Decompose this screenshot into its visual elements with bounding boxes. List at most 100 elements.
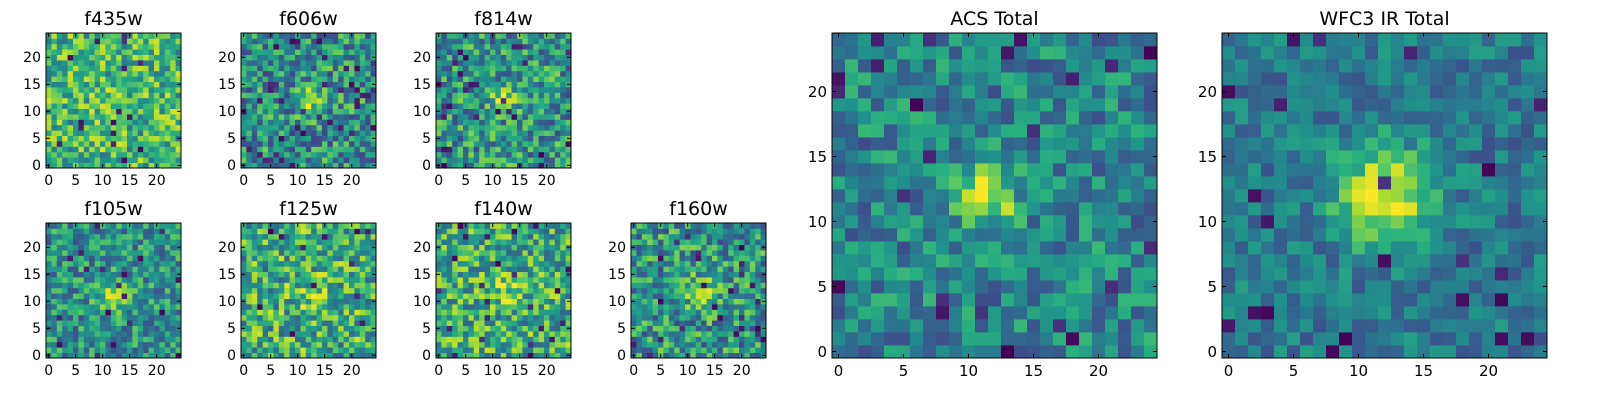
heatmap-cell: [349, 157, 355, 163]
heatmap-cell: [473, 271, 480, 278]
heatmap-cell: [490, 282, 496, 289]
heatmap-cell: [910, 306, 924, 320]
heatmap-cell: [121, 151, 128, 158]
heatmap-cell: [295, 70, 301, 77]
heatmap-cell: [712, 266, 718, 272]
heatmap-cell: [749, 341, 756, 348]
heatmap-cell: [175, 130, 182, 136]
heatmap-cell: [560, 119, 566, 126]
heatmap-cell: [522, 76, 529, 82]
heatmap-cell: [338, 65, 344, 72]
heatmap-cell: [495, 331, 502, 337]
heatmap-cell: [110, 314, 117, 321]
heatmap-cell: [517, 103, 523, 109]
heatmap-cell: [327, 260, 334, 267]
heatmap-cell: [473, 65, 480, 72]
heatmap-cell: [701, 293, 707, 299]
heatmap-cell: [370, 43, 377, 50]
heatmap-cell: [121, 260, 128, 267]
heatmap-cell: [51, 293, 58, 299]
heatmap-cell: [479, 287, 485, 294]
heatmap-cell: [760, 314, 767, 321]
heatmap-cell: [56, 65, 63, 72]
heatmap-cell: [871, 215, 885, 229]
heatmap-cell: [527, 228, 534, 235]
heatmap-cell: [343, 352, 350, 359]
heatmap-cell: [897, 202, 911, 216]
heatmap-cell: [473, 314, 480, 321]
heatmap-cell: [327, 65, 334, 72]
heatmap-cell: [436, 43, 442, 50]
heatmap-cell: [712, 304, 718, 310]
heatmap-cell: [538, 92, 545, 99]
heatmap-cell: [148, 119, 155, 126]
heatmap-cell: [663, 260, 670, 267]
heatmap-cell: [365, 320, 371, 326]
heatmap-cell: [327, 70, 334, 77]
heatmap-cell: [359, 108, 366, 115]
heatmap-cell: [51, 287, 58, 294]
heatmap-cell: [479, 49, 485, 55]
heatmap-cell: [436, 38, 442, 45]
heatmap-cell: [463, 304, 469, 310]
heatmap-cell: [365, 76, 371, 82]
heatmap-cell: [284, 298, 290, 305]
heatmap-cell: [148, 266, 155, 272]
heatmap-cell: [295, 239, 301, 245]
heatmap-cell: [685, 282, 691, 289]
heatmap-cell: [268, 277, 274, 283]
heatmap-cell: [354, 309, 361, 316]
heatmap-cell: [490, 255, 496, 262]
heatmap-cell: [679, 266, 686, 272]
heatmap-cell: [154, 87, 160, 93]
heatmap-cell: [452, 325, 458, 332]
y-tick-label: 5: [617, 321, 626, 337]
heatmap-cell: [143, 277, 149, 283]
heatmap-cell: [305, 314, 312, 321]
heatmap-cell: [127, 43, 133, 50]
heatmap-cell: [484, 70, 491, 77]
heatmap-cell: [712, 336, 718, 343]
heatmap-cell: [295, 260, 301, 267]
heatmap-cell: [170, 314, 176, 321]
heatmap-cell: [565, 43, 572, 50]
heatmap-cell: [51, 70, 58, 77]
heatmap-cell: [473, 119, 480, 126]
heatmap-cell: [370, 38, 377, 45]
heatmap-cell: [473, 146, 480, 153]
heatmap-cell: [522, 124, 529, 131]
heatmap-cell: [658, 309, 664, 316]
heatmap-cell: [83, 97, 90, 104]
heatmap-cell: [749, 309, 756, 316]
heatmap-cell: [121, 277, 128, 283]
heatmap-cell: [268, 103, 274, 109]
heatmap-cell: [668, 331, 675, 337]
heatmap-cell: [554, 141, 561, 147]
heatmap-cell: [311, 347, 317, 353]
heatmap-cell: [473, 287, 480, 294]
heatmap-cell: [51, 103, 58, 109]
heatmap-cell: [1027, 163, 1041, 177]
heatmap-cell: [733, 304, 740, 310]
heatmap-cell: [500, 157, 507, 163]
heatmap-cell: [755, 239, 761, 245]
heatmap-cell: [544, 108, 550, 115]
heatmap-cell: [137, 130, 144, 136]
heatmap-cell: [663, 244, 670, 251]
heatmap-cell: [316, 114, 323, 120]
heatmap-cell: [56, 38, 63, 45]
heatmap-cell: [349, 43, 355, 50]
heatmap-cell: [527, 255, 534, 262]
heatmap-cell: [316, 81, 323, 88]
heatmap-cell: [479, 250, 485, 256]
heatmap-cell: [343, 103, 350, 109]
heatmap-cell: [663, 314, 670, 321]
y-tick-label: 0: [227, 158, 236, 174]
heatmap-cell: [132, 314, 139, 321]
heatmap-cell: [500, 341, 507, 348]
heatmap-cell: [652, 223, 659, 229]
heatmap-cell: [652, 282, 659, 289]
heatmap-cell: [132, 49, 139, 55]
heatmap-cell: [760, 282, 767, 289]
heatmap-cell: [1066, 280, 1080, 294]
